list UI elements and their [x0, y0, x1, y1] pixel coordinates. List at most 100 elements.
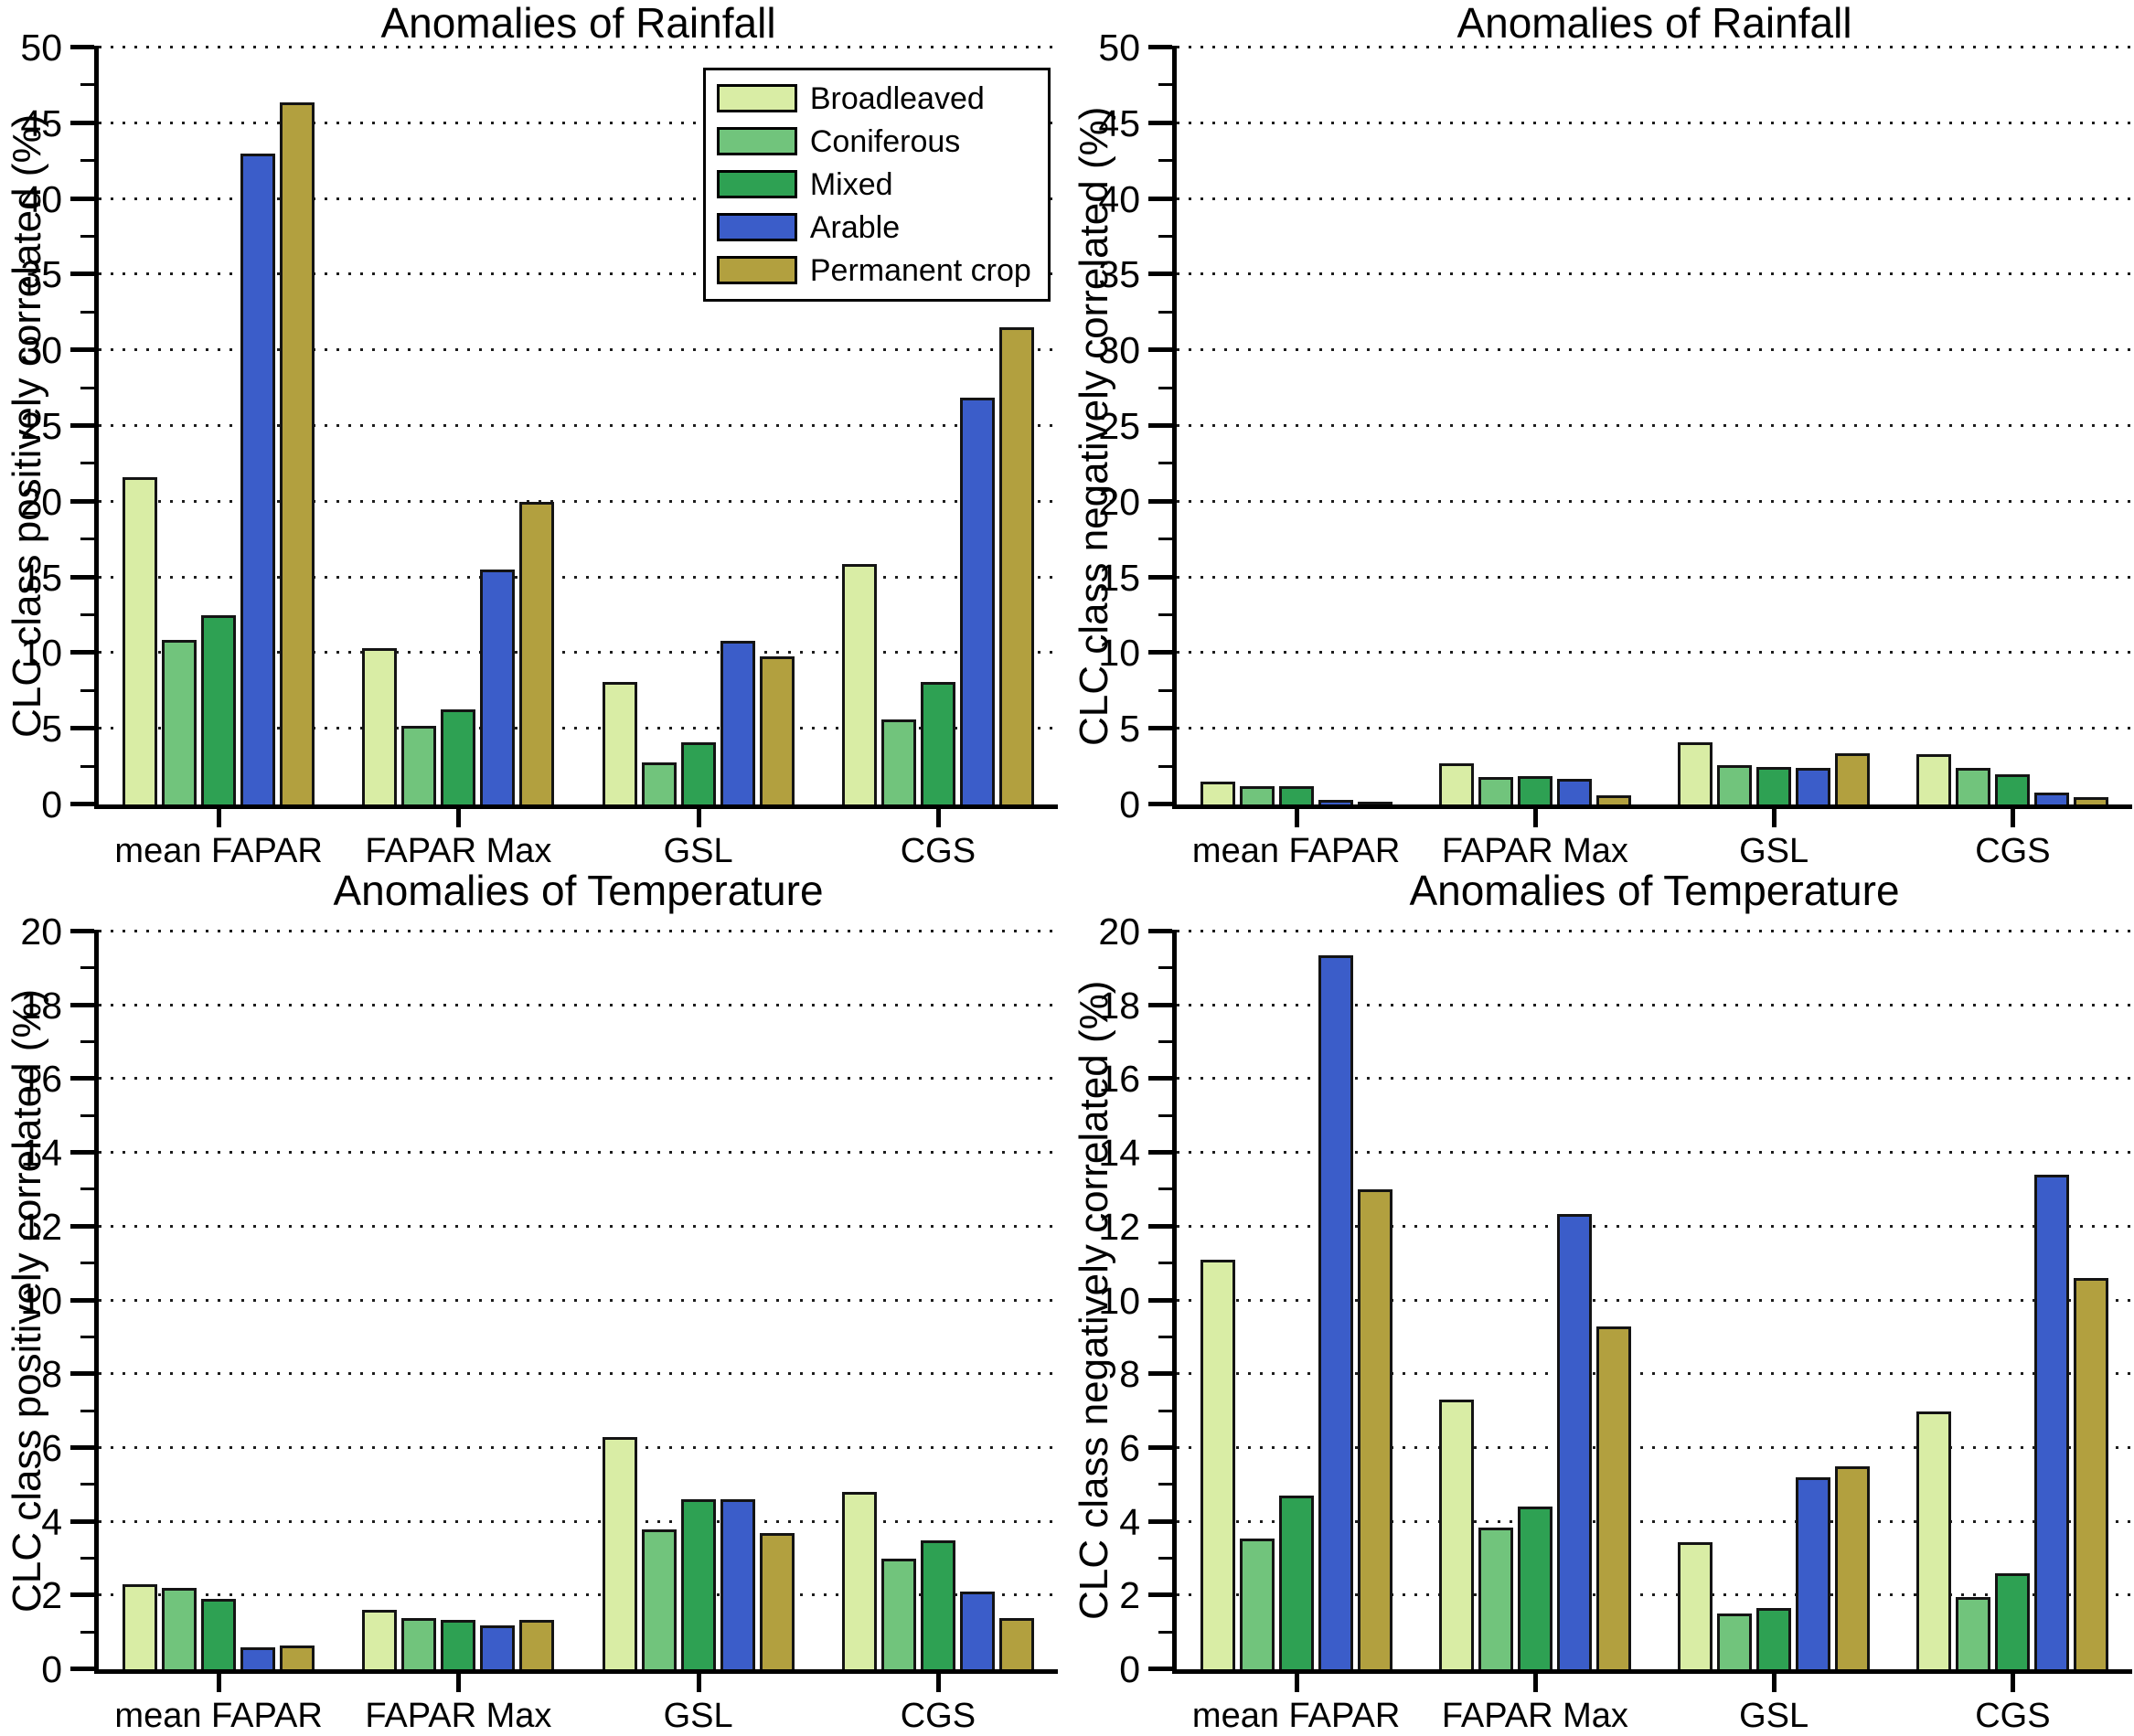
y-axis-line: [94, 930, 99, 1674]
bar-coniferous: [1239, 1538, 1275, 1669]
y-major-tick: [1148, 272, 1172, 277]
y-major-tick: [70, 574, 94, 580]
gridline: [99, 1298, 1058, 1302]
x-category-label: GSL: [663, 1697, 733, 1735]
y-minor-tick: [1158, 764, 1172, 768]
bar-arable: [2034, 792, 2070, 804]
bar-arable: [1796, 768, 1831, 804]
bar-arable: [1556, 778, 1592, 804]
bar-permanent-crop: [998, 1617, 1034, 1669]
y-minor-tick: [80, 1113, 94, 1117]
y-major-tick: [70, 1223, 94, 1229]
bar-permanent-crop: [519, 1619, 555, 1669]
gridline: [1177, 1003, 2132, 1006]
y-major-tick: [70, 1297, 94, 1303]
bar-coniferous: [162, 1588, 197, 1669]
y-tick-label: 0: [1119, 1648, 1140, 1690]
gridline: [99, 1372, 1058, 1376]
y-tick-label: 8: [41, 1353, 62, 1396]
gridline: [1177, 727, 2132, 730]
gridline: [99, 272, 1058, 276]
bar-permanent-crop: [1357, 1189, 1392, 1669]
bar-group: [579, 48, 818, 804]
x-category-label: mean FAPAR: [114, 832, 323, 870]
y-minor-tick: [80, 462, 94, 465]
y-tick-label: 6: [41, 1426, 62, 1469]
bar-arable: [240, 1646, 276, 1669]
x-axis-line: [94, 804, 1058, 809]
y-minor-tick: [80, 1483, 94, 1486]
gridline: [1177, 1151, 2132, 1155]
bar-mixed: [920, 1539, 955, 1669]
plot-area: 0 2 4 6 8 10 12 14 16 18 20 mean FAPAR FAPAR Max GSL C…: [20, 911, 1058, 1735]
y-major-tick: [70, 1002, 94, 1007]
bar-permanent-crop: [519, 501, 555, 804]
bar-arable: [480, 1624, 516, 1669]
bar-mixed: [441, 708, 476, 804]
bar-mixed: [1278, 1496, 1314, 1669]
y-major-tick: [70, 272, 94, 277]
bar-arable: [959, 397, 995, 804]
y-tick-label: 5: [1119, 708, 1140, 751]
bar-broadleaved: [123, 477, 158, 804]
bar-permanent-crop: [2074, 1278, 2109, 1669]
bar-broadleaved: [1916, 754, 1952, 804]
panel-temperature-positive: Anomalies of Temperature CLC class positi…: [0, 855, 1067, 1735]
bar-broadleaved: [1438, 763, 1474, 804]
y-minor-tick: [1158, 1040, 1172, 1044]
bar-arable: [1796, 1477, 1831, 1669]
gridline: [1177, 424, 2132, 427]
x-tick: [1532, 809, 1538, 827]
y-minor-tick: [80, 386, 94, 389]
y-minor-tick: [80, 1040, 94, 1044]
y-major-tick: [1148, 423, 1172, 428]
bar-group: [1894, 932, 2132, 1669]
y-tick-label: 40: [1098, 177, 1140, 220]
gridline: [1177, 1519, 2132, 1523]
bar-coniferous: [401, 1617, 437, 1669]
gridline: [1177, 1372, 2132, 1376]
y-tick-label: 35: [1098, 253, 1140, 296]
y-minor-tick: [80, 235, 94, 238]
y-major-tick: [1148, 1076, 1172, 1081]
bar-permanent-crop: [1595, 1326, 1631, 1669]
y-minor-tick: [80, 1630, 94, 1634]
bar-arable: [240, 153, 276, 804]
bar-permanent-crop: [1835, 1466, 1871, 1669]
bar-coniferous: [1239, 786, 1275, 804]
bar-broadleaved: [362, 648, 398, 804]
y-minor-tick: [1158, 1409, 1172, 1412]
y-minor-tick: [1158, 1335, 1172, 1338]
y-tick-label: 30: [20, 329, 62, 372]
bar-broadleaved: [602, 681, 637, 804]
gridline: [99, 727, 1058, 730]
x-tick: [1532, 1674, 1538, 1692]
bar-coniferous: [1956, 768, 1991, 804]
y-major-tick: [70, 498, 94, 504]
y-major-tick: [1148, 1444, 1172, 1450]
bar-coniferous: [880, 1558, 916, 1669]
legend-label: Arable: [809, 209, 901, 245]
legend-item: Mixed: [716, 167, 1031, 202]
y-major-tick: [1148, 929, 1172, 933]
y-minor-tick: [80, 1335, 94, 1338]
bar-permanent-crop: [759, 655, 795, 804]
bar-mixed: [1995, 1573, 2031, 1669]
bar-group: [1177, 932, 1415, 1669]
y-major-tick: [1148, 45, 1172, 49]
y-tick-label: 50: [20, 27, 62, 69]
y-major-tick: [70, 1371, 94, 1377]
y-tick-label: 8: [1119, 1353, 1140, 1396]
chart-title: Anomalies of Temperature: [1409, 867, 1900, 914]
legend-swatch: [716, 256, 797, 285]
y-minor-tick: [1158, 1556, 1172, 1560]
y-minor-tick: [1158, 688, 1172, 692]
y-minor-tick: [1158, 966, 1172, 970]
x-tick: [1772, 1674, 1777, 1692]
y-major-tick: [70, 726, 94, 731]
y-minor-tick: [80, 538, 94, 541]
gridline: [99, 1151, 1058, 1155]
bar-permanent-crop: [759, 1532, 795, 1669]
y-minor-tick: [80, 966, 94, 970]
gridline: [99, 121, 1058, 124]
